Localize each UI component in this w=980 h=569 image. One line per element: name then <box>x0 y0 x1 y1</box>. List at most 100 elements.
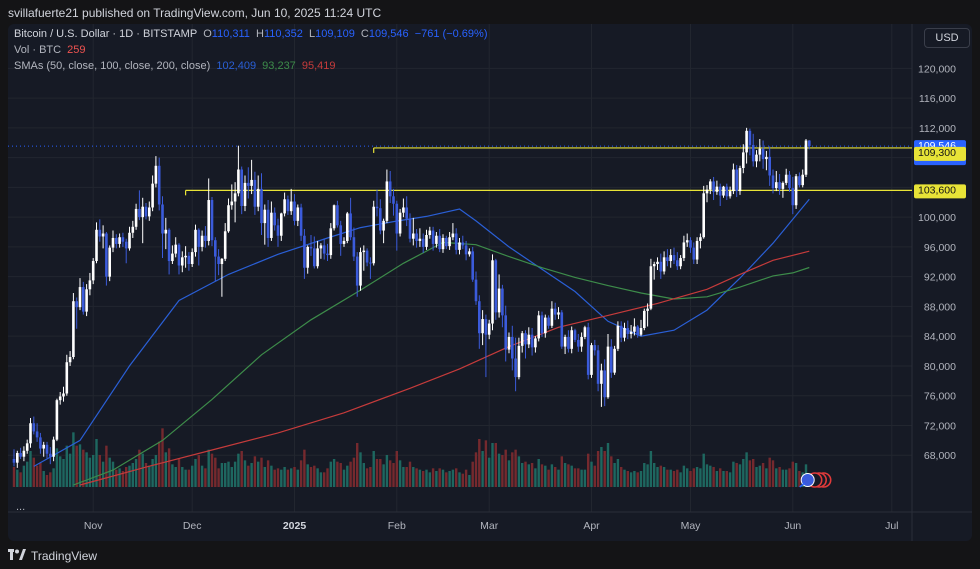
candle[interactable] <box>204 235 207 241</box>
candle[interactable] <box>392 196 395 204</box>
candle[interactable] <box>504 315 507 350</box>
candle[interactable] <box>742 152 745 169</box>
candle[interactable] <box>171 253 174 262</box>
candle[interactable] <box>745 130 748 153</box>
candle[interactable] <box>72 301 75 358</box>
candle[interactable] <box>187 255 191 265</box>
candle[interactable] <box>138 208 141 218</box>
candle[interactable] <box>676 260 679 267</box>
candle[interactable] <box>296 207 300 221</box>
candle[interactable] <box>695 240 699 260</box>
sma-legend[interactable]: SMAs (50, close, 100, close, 200, close)… <box>14 60 339 72</box>
candle[interactable] <box>590 345 593 375</box>
candle[interactable] <box>491 260 494 324</box>
candle[interactable] <box>253 179 257 207</box>
candle[interactable] <box>600 370 603 384</box>
candle[interactable] <box>438 235 441 250</box>
candle[interactable] <box>210 200 214 241</box>
candle[interactable] <box>458 242 461 250</box>
candle[interactable] <box>65 362 69 394</box>
candle[interactable] <box>751 144 755 162</box>
candle[interactable] <box>775 182 778 189</box>
candle[interactable] <box>32 423 36 432</box>
candle[interactable] <box>722 186 725 196</box>
candle[interactable] <box>388 181 392 197</box>
candle[interactable] <box>666 257 669 262</box>
candle[interactable] <box>672 255 676 261</box>
candle[interactable] <box>445 237 448 247</box>
candle[interactable] <box>412 233 415 239</box>
candle[interactable] <box>85 289 88 312</box>
candle[interactable] <box>306 246 309 268</box>
candle[interactable] <box>82 287 85 312</box>
candle[interactable] <box>309 246 313 249</box>
event-flag-icon[interactable] <box>799 472 832 488</box>
candle[interactable] <box>227 205 230 232</box>
candle[interactable] <box>151 183 154 208</box>
candle[interactable] <box>553 308 557 315</box>
candle[interactable] <box>494 260 498 313</box>
candle[interactable] <box>732 169 735 192</box>
candle[interactable] <box>468 251 471 255</box>
candle[interactable] <box>95 229 98 262</box>
candle[interactable] <box>263 209 267 224</box>
candle[interactable] <box>629 331 633 334</box>
candle[interactable] <box>613 348 616 373</box>
candle[interactable] <box>174 244 177 254</box>
candle[interactable] <box>339 225 342 244</box>
candle[interactable] <box>29 423 32 444</box>
candle[interactable] <box>454 233 458 250</box>
candle[interactable] <box>577 339 580 347</box>
candle[interactable] <box>240 169 243 206</box>
candle[interactable] <box>451 233 455 238</box>
candle[interactable] <box>349 213 352 238</box>
candle[interactable] <box>256 188 260 207</box>
candle[interactable] <box>355 256 359 286</box>
candle[interactable] <box>798 176 801 186</box>
candle[interactable] <box>421 238 425 247</box>
candle[interactable] <box>379 208 382 231</box>
candle[interactable] <box>398 212 402 234</box>
candle[interactable] <box>220 258 224 265</box>
candle[interactable] <box>223 231 227 259</box>
candle[interactable] <box>280 213 283 236</box>
candle[interactable] <box>332 205 336 229</box>
candle[interactable] <box>12 458 16 463</box>
candle[interactable] <box>22 450 26 457</box>
candle[interactable] <box>342 240 346 244</box>
candle[interactable] <box>346 213 349 241</box>
candle[interactable] <box>16 453 19 463</box>
candle[interactable] <box>464 245 468 255</box>
candle[interactable] <box>35 431 39 438</box>
candle[interactable] <box>273 212 276 226</box>
candle[interactable] <box>705 189 709 194</box>
candle[interactable] <box>58 396 62 401</box>
candle[interactable] <box>497 288 501 313</box>
candle[interactable] <box>405 207 408 219</box>
candle[interactable] <box>230 201 234 206</box>
candle[interactable] <box>593 345 597 351</box>
symbol-legend[interactable]: Bitcoin / U.S. Dollar · 1D · BITSTAMP O1… <box>14 28 490 40</box>
candle[interactable] <box>78 287 82 308</box>
candle[interactable] <box>771 175 775 189</box>
candle[interactable] <box>167 229 171 262</box>
candle[interactable] <box>610 346 613 373</box>
candle[interactable] <box>507 336 511 350</box>
candle[interactable] <box>111 237 115 248</box>
candle[interactable] <box>141 206 144 218</box>
candle[interactable] <box>606 346 610 398</box>
candle[interactable] <box>105 233 108 277</box>
candle[interactable] <box>603 370 606 398</box>
candle[interactable] <box>725 186 729 197</box>
candle[interactable] <box>148 207 151 217</box>
candle[interactable] <box>415 233 418 241</box>
symbol-name[interactable]: Bitcoin / U.S. Dollar · 1D · BITSTAMP <box>14 28 198 40</box>
candle[interactable] <box>765 156 768 160</box>
candle[interactable] <box>530 334 534 348</box>
candle[interactable] <box>626 328 630 334</box>
candle[interactable] <box>616 325 620 349</box>
candle[interactable] <box>402 207 405 213</box>
candle[interactable] <box>778 182 781 189</box>
candle[interactable] <box>190 252 194 265</box>
candle[interactable] <box>768 156 771 176</box>
